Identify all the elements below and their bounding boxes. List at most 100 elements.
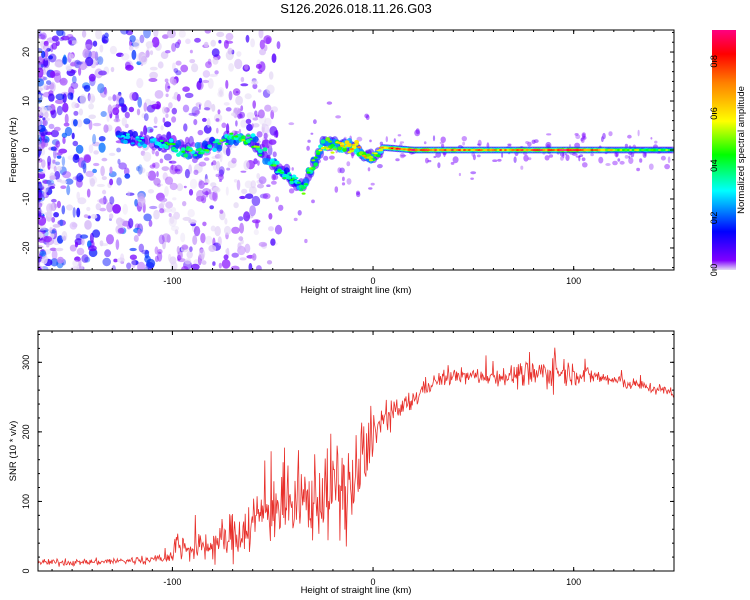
- spectrogram-cell: [69, 244, 77, 252]
- spectrogram-cell: [628, 157, 634, 165]
- spectrogram-cell: [660, 155, 666, 161]
- spectrogram-cell: [85, 39, 93, 50]
- spectrogram-cell: [151, 36, 160, 48]
- spectrogram-cell: [77, 197, 87, 205]
- spectrogram-cell: [318, 149, 323, 152]
- spectrogram-cell: [42, 68, 47, 75]
- spectrogram-cell: [136, 52, 145, 63]
- spectrogram-cell: [251, 219, 261, 224]
- spectrogram-cell: [165, 93, 169, 98]
- spectrogram-cell: [624, 155, 629, 159]
- spectrogram-cell: [188, 112, 197, 116]
- spectrogram-cell: [101, 36, 109, 44]
- spectrogram-cell: [470, 177, 474, 180]
- spectrogram-cell: [51, 42, 58, 50]
- spectrogram-cell: [180, 64, 189, 73]
- spectrogram-cell: [233, 202, 239, 209]
- spectrogram-cell: [71, 75, 77, 84]
- spectrogram-cell: [113, 118, 121, 123]
- spectrogram-cell: [78, 61, 88, 71]
- spectrogram-cell: [83, 214, 89, 219]
- spectrogram-cell: [162, 208, 166, 214]
- spectrogram-cell: [171, 42, 177, 52]
- spectrogram-cell: [183, 153, 189, 158]
- spectrogram-cell: [237, 242, 242, 250]
- spectrogram-cell: [158, 197, 168, 203]
- spectrogram-cell: [210, 225, 216, 232]
- spectrogram-cell: [171, 116, 177, 123]
- spectrogram-cell: [140, 136, 145, 140]
- spectrogram-cell: [184, 258, 192, 265]
- spectrogram-cell: [203, 41, 209, 48]
- spectrogram-cell: [258, 154, 263, 157]
- spectrogram-cell: [244, 64, 249, 70]
- spectrogram-cell: [55, 99, 64, 104]
- spectrogram-cell: [259, 193, 268, 199]
- spectrogram-cell: [95, 203, 102, 211]
- spectrogram-cell: [330, 151, 335, 154]
- spectrogram-cell: [219, 89, 223, 97]
- spectrogram-cell: [234, 58, 243, 70]
- spectrogram-cell: [654, 140, 658, 144]
- spectrogram-cell: [51, 35, 59, 42]
- spectrogram-cell: [569, 144, 571, 148]
- spectrogram-cell: [174, 229, 179, 235]
- spectrogram-cell: [170, 207, 177, 213]
- spectrogram-cell: [452, 156, 459, 164]
- spectrogram-cell: [239, 257, 247, 261]
- snr-y-axis: 0 100 200 300: [21, 333, 674, 574]
- spectrogram-cell: [462, 141, 465, 146]
- spectrogram-cell: [165, 113, 169, 119]
- colorbar-ticks: 0.0 0.2 0.4 0.6 0.8: [709, 55, 719, 276]
- spectrogram-cell: [234, 135, 239, 138]
- spectrogram-cell: [250, 133, 256, 138]
- spectrogram-cell: [251, 80, 259, 85]
- spectrogram-cell: [369, 159, 373, 162]
- spectrogram-cell: [328, 140, 333, 143]
- spectrogram-cell: [264, 104, 272, 112]
- spectrogram-cell: [580, 136, 585, 143]
- spectrogram-cell: [193, 163, 203, 174]
- y-tick-label: 20: [21, 47, 31, 57]
- spectrogram-cell: [59, 219, 64, 227]
- spectrogram-cell: [334, 186, 339, 193]
- spectrogram-cell: [140, 54, 148, 65]
- spectrogram-cell: [50, 233, 55, 239]
- spectrogram-cell: [103, 124, 109, 133]
- spectrogram-cell: [51, 249, 58, 260]
- spectrogram-cell: [55, 140, 61, 148]
- spectrogram-cell: [375, 154, 381, 158]
- spectrogram-cell: [113, 258, 118, 263]
- spectrogram-cell: [198, 161, 207, 167]
- spectrogram-cell: [128, 106, 135, 113]
- spectrogram-cell: [395, 158, 400, 162]
- spectrogram-cell: [218, 262, 222, 269]
- spectrogram-cell: [288, 122, 295, 126]
- colorbar-tick-label: 0.8: [709, 55, 719, 68]
- spectrogram-cell: [54, 61, 63, 68]
- spectrogram-cell: [216, 160, 221, 172]
- spectrogram-cell: [608, 131, 613, 137]
- spectrogram-cell: [143, 266, 148, 270]
- spectrogram-cell: [548, 154, 554, 158]
- spectrogram-cell: [97, 83, 105, 94]
- spectrogram-cell: [81, 30, 87, 38]
- spectrogram-cell: [143, 113, 149, 122]
- spectrogram-cell: [56, 200, 62, 209]
- spectrogram-cell: [50, 146, 57, 151]
- spectrogram-cell: [294, 177, 299, 180]
- spectrogram-cell: [245, 34, 250, 43]
- spectrogram-cell: [98, 142, 106, 153]
- spectrogram-cell: [175, 70, 182, 76]
- spectrogram-cell: [66, 184, 71, 196]
- spectrogram-cell: [116, 147, 121, 153]
- spectrogram-cell: [38, 34, 46, 40]
- spectrogram-cell: [212, 190, 218, 202]
- spectrogram-cell: [207, 78, 214, 89]
- spectrogram-cell: [163, 153, 172, 161]
- spectrogram-cell: [149, 128, 153, 133]
- spectrogram-cell: [66, 34, 74, 39]
- spectrogram-y-axis: -20 -10 0 10 20: [21, 31, 674, 269]
- spectrogram-cell: [65, 178, 74, 185]
- spectrogram-cell: [263, 35, 272, 45]
